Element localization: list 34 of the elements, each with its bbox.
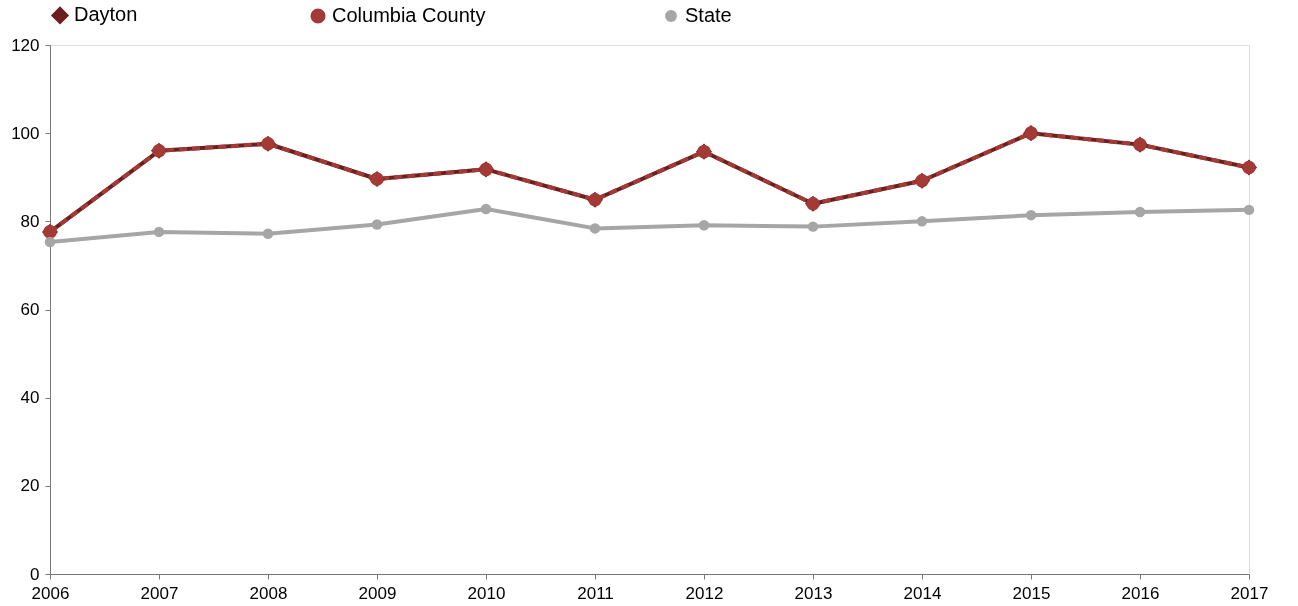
- point: [262, 228, 274, 239]
- y-tick-label: 120: [11, 35, 40, 55]
- y-tick-label: 0: [30, 564, 40, 584]
- legend-label: State: [685, 4, 732, 26]
- x-tick-label: 2010: [467, 583, 506, 603]
- x-tick-label: 2013: [794, 583, 833, 603]
- x-tick-label: 2016: [1121, 583, 1160, 603]
- y-tick-label: 40: [20, 388, 40, 408]
- x-tick-label: 2006: [31, 583, 70, 603]
- y-tick-label: 60: [20, 300, 40, 319]
- x-tick-label: 2009: [358, 583, 397, 603]
- x-tick-label: 2015: [1012, 583, 1051, 603]
- x-tick-label: 2017: [1230, 583, 1269, 603]
- x-tick-label: 2008: [249, 583, 288, 603]
- point: [1134, 206, 1146, 218]
- point: [480, 203, 492, 215]
- point: [807, 221, 819, 232]
- point: [1025, 209, 1037, 221]
- point: [916, 216, 928, 227]
- x-tick-label: 2012: [685, 583, 724, 603]
- y-tick-label: 100: [11, 123, 40, 143]
- x-tick-label: 2011: [577, 583, 614, 603]
- point: [44, 236, 56, 248]
- y-tick-label: 80: [20, 211, 40, 231]
- y-tick-label: 20: [20, 476, 40, 496]
- x-tick-label: 2014: [903, 583, 942, 603]
- legend-label: Dayton: [74, 3, 138, 26]
- point: [371, 219, 383, 230]
- point: [698, 220, 710, 231]
- point: [153, 226, 165, 238]
- point: [1243, 204, 1255, 216]
- x-tick-label: 2007: [140, 583, 179, 603]
- legend-label: Columbia County: [332, 4, 486, 26]
- point: [589, 223, 601, 234]
